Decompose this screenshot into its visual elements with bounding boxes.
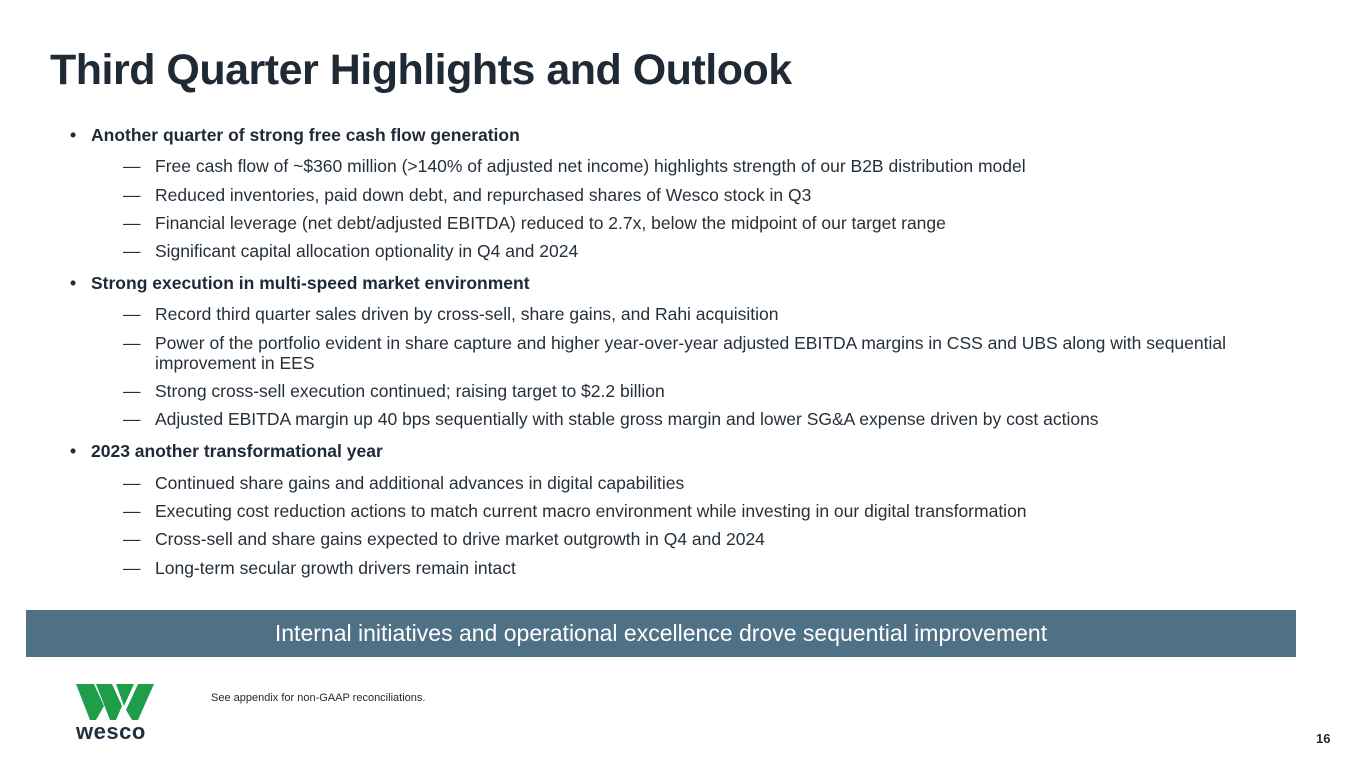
list-item: — Long-term secular growth drivers remain… bbox=[123, 557, 516, 578]
wesco-logo: wesco bbox=[76, 684, 156, 743]
list-item: — Financial leverage (net debt/adjusted E… bbox=[123, 212, 946, 233]
list-item: — Strong cross-sell execution continued; … bbox=[123, 381, 665, 402]
dash-icon: — bbox=[123, 409, 141, 430]
dash-icon: — bbox=[123, 557, 141, 578]
list-item: — Significant capital allocation optional… bbox=[123, 241, 579, 262]
bullet-icon: • bbox=[70, 273, 77, 294]
bullet-icon: • bbox=[70, 441, 77, 462]
list-item: — Record third quarter sales driven by cr… bbox=[123, 304, 779, 325]
dash-icon: — bbox=[123, 184, 141, 205]
section-heading: 2023 another transformational year bbox=[91, 441, 383, 462]
section-transformational-year: • 2023 another transformational year — Co… bbox=[70, 438, 1270, 577]
section-heading: Strong execution in multi-speed market e… bbox=[91, 273, 530, 294]
list-item: — Adjusted EBITDA margin up 40 bps sequen… bbox=[123, 409, 1099, 430]
list-item: — Power of the portfolio evident in share… bbox=[123, 332, 1227, 373]
dash-icon: — bbox=[123, 241, 141, 262]
wesco-w-logo-icon bbox=[76, 684, 154, 720]
footnote: See appendix for non-GAAP reconciliation… bbox=[211, 692, 426, 704]
list-item: — Executing cost reduction actions to mat… bbox=[123, 500, 1027, 521]
list-item: — Continued share gains and additional ad… bbox=[123, 472, 685, 493]
list-item: — Free cash flow of ~$360 million (>140% … bbox=[123, 156, 1026, 177]
dash-icon: — bbox=[123, 381, 141, 402]
dash-icon: — bbox=[123, 332, 141, 353]
logo-wordmark: wesco bbox=[76, 719, 146, 744]
section-free-cash-flow: • Another quarter of strong free cash fl… bbox=[70, 122, 1270, 261]
dash-icon: — bbox=[123, 472, 141, 493]
section-heading: Another quarter of strong free cash flow… bbox=[91, 125, 520, 145]
highlights-list: • Another quarter of strong free cash fl… bbox=[70, 122, 1270, 587]
page-title: Third Quarter Highlights and Outlook bbox=[50, 46, 792, 94]
list-item: — Reduced inventories, paid down debt, an… bbox=[123, 184, 812, 205]
dash-icon: — bbox=[123, 156, 141, 177]
page-number: 16 bbox=[1316, 731, 1331, 746]
dash-icon: — bbox=[123, 212, 141, 233]
takeaway-banner: Internal initiatives and operational exc… bbox=[26, 610, 1296, 657]
bullet-icon: • bbox=[70, 125, 77, 145]
dash-icon: — bbox=[123, 529, 141, 550]
dash-icon: — bbox=[123, 304, 141, 325]
list-item: — Cross-sell and share gains expected to … bbox=[123, 529, 765, 550]
dash-icon: — bbox=[123, 500, 141, 521]
section-execution: • Strong execution in multi-speed market… bbox=[70, 270, 1270, 429]
